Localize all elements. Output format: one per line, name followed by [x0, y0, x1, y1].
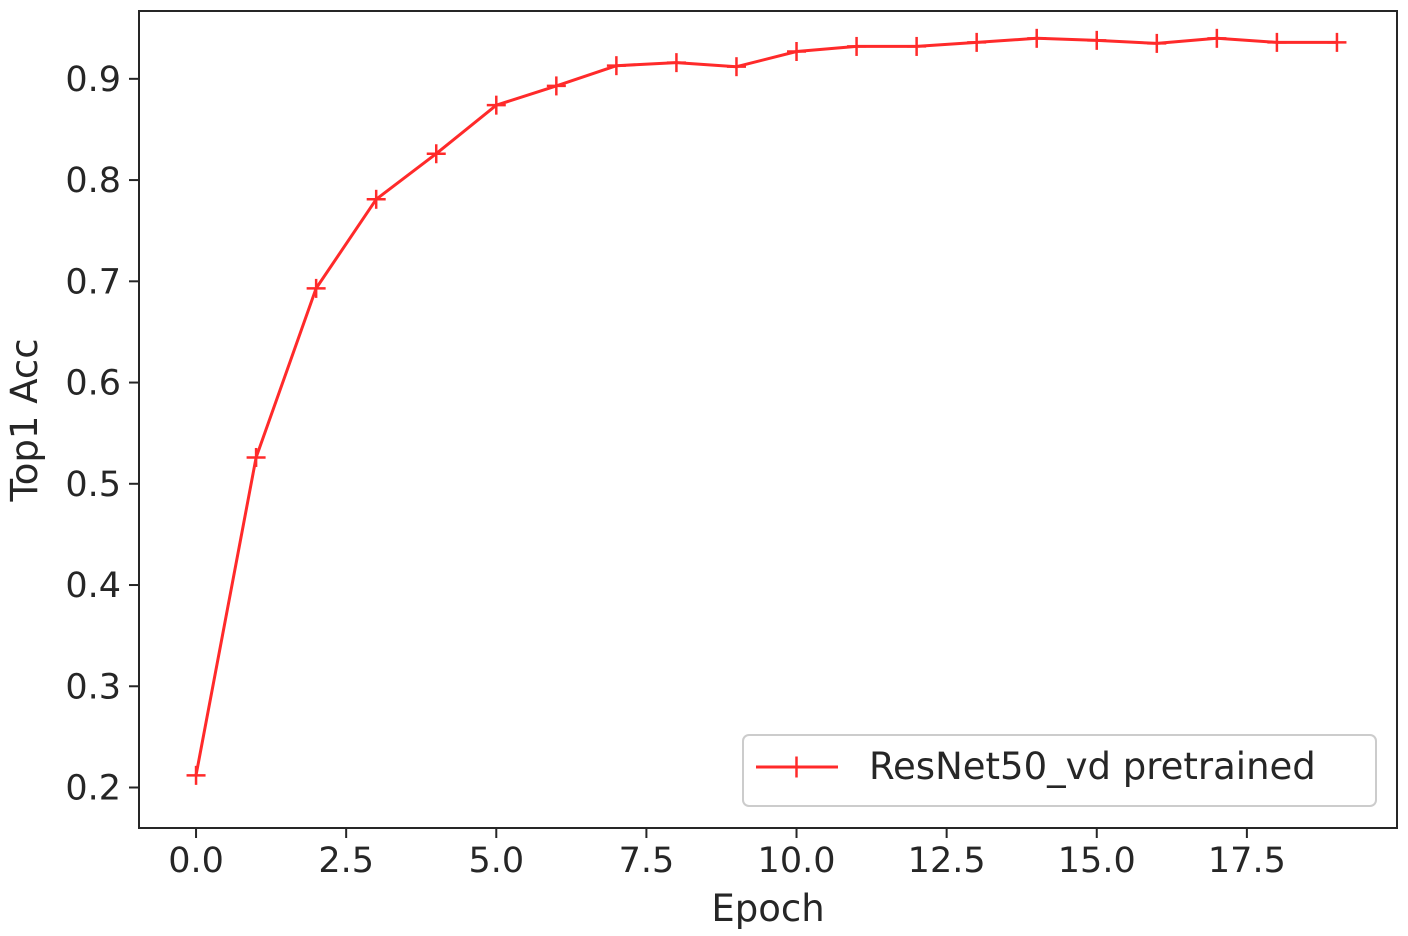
data-point-marker: [1147, 33, 1167, 53]
y-axis-ticks: 0.2 0.3 0.4 0.5 0.6 0.7 0.8 0.9: [65, 60, 139, 809]
y-tick-label: 0.7: [65, 262, 121, 302]
plot-area: 0.0 2.5 5.0 7.5 10.0 12.5 15.0 17.5 0.20.30.40.…: [65, 10, 1398, 881]
data-point-marker: [787, 41, 807, 61]
data-point-marker: [606, 56, 626, 76]
x-tick-label: 5.0: [468, 841, 524, 881]
legend-label: ResNet50_vd pretrained: [869, 745, 1316, 788]
x-tick-label: 10.0: [758, 841, 836, 881]
data-point-marker: [186, 765, 206, 785]
y-axis-label: Top1 Acc: [3, 338, 46, 502]
x-tick-label: 12.5: [908, 841, 986, 881]
legend-marker-swatch: [786, 756, 807, 778]
data-point-marker: [306, 278, 326, 298]
series-layer: [186, 28, 1347, 785]
x-tick-label: 15.0: [1058, 841, 1136, 881]
x-tick-label: 0.0: [168, 841, 224, 881]
data-point-marker: [1267, 32, 1287, 52]
y-tick-label: 0.5: [65, 465, 121, 505]
plot-frame: [138, 10, 1398, 829]
data-point-marker: [246, 447, 266, 467]
series-line: [194, 36, 1339, 777]
data-point-marker: [967, 32, 987, 52]
x-tick-label: 7.5: [619, 841, 675, 881]
x-tick-label: 2.5: [318, 841, 374, 881]
data-point-marker: [666, 53, 686, 73]
y-tick-label: 0.6: [65, 364, 121, 404]
x-axis-ticks: 0.0 2.5 5.0 7.5 10.0 12.5 15.0 17.5: [168, 828, 1286, 881]
x-axis-label: Epoch: [711, 887, 824, 930]
data-point-marker: [1207, 28, 1227, 48]
data-point-marker: [546, 76, 566, 96]
x-tick-label: 17.5: [1208, 841, 1286, 881]
data-point-marker: [726, 57, 746, 77]
y-tick-label: 0.2: [65, 769, 121, 809]
data-point-marker: [366, 189, 386, 209]
data-point-marker: [1027, 28, 1047, 48]
data-point-marker: [426, 144, 446, 164]
legend: ResNet50_vd pretrained: [742, 734, 1377, 807]
y-tick-label: 0.8: [65, 161, 121, 201]
y-tick-label: 0.4: [65, 566, 121, 606]
data-point-marker: [1327, 32, 1347, 52]
data-point-marker: [907, 36, 927, 56]
data-point-marker: [1087, 30, 1107, 50]
legend-frame: [742, 734, 1377, 807]
data-point-marker: [486, 95, 506, 115]
y-tick-label: 0.9: [65, 60, 121, 100]
y-tick-label: 0.3: [65, 667, 121, 707]
data-point-marker: [847, 36, 867, 56]
